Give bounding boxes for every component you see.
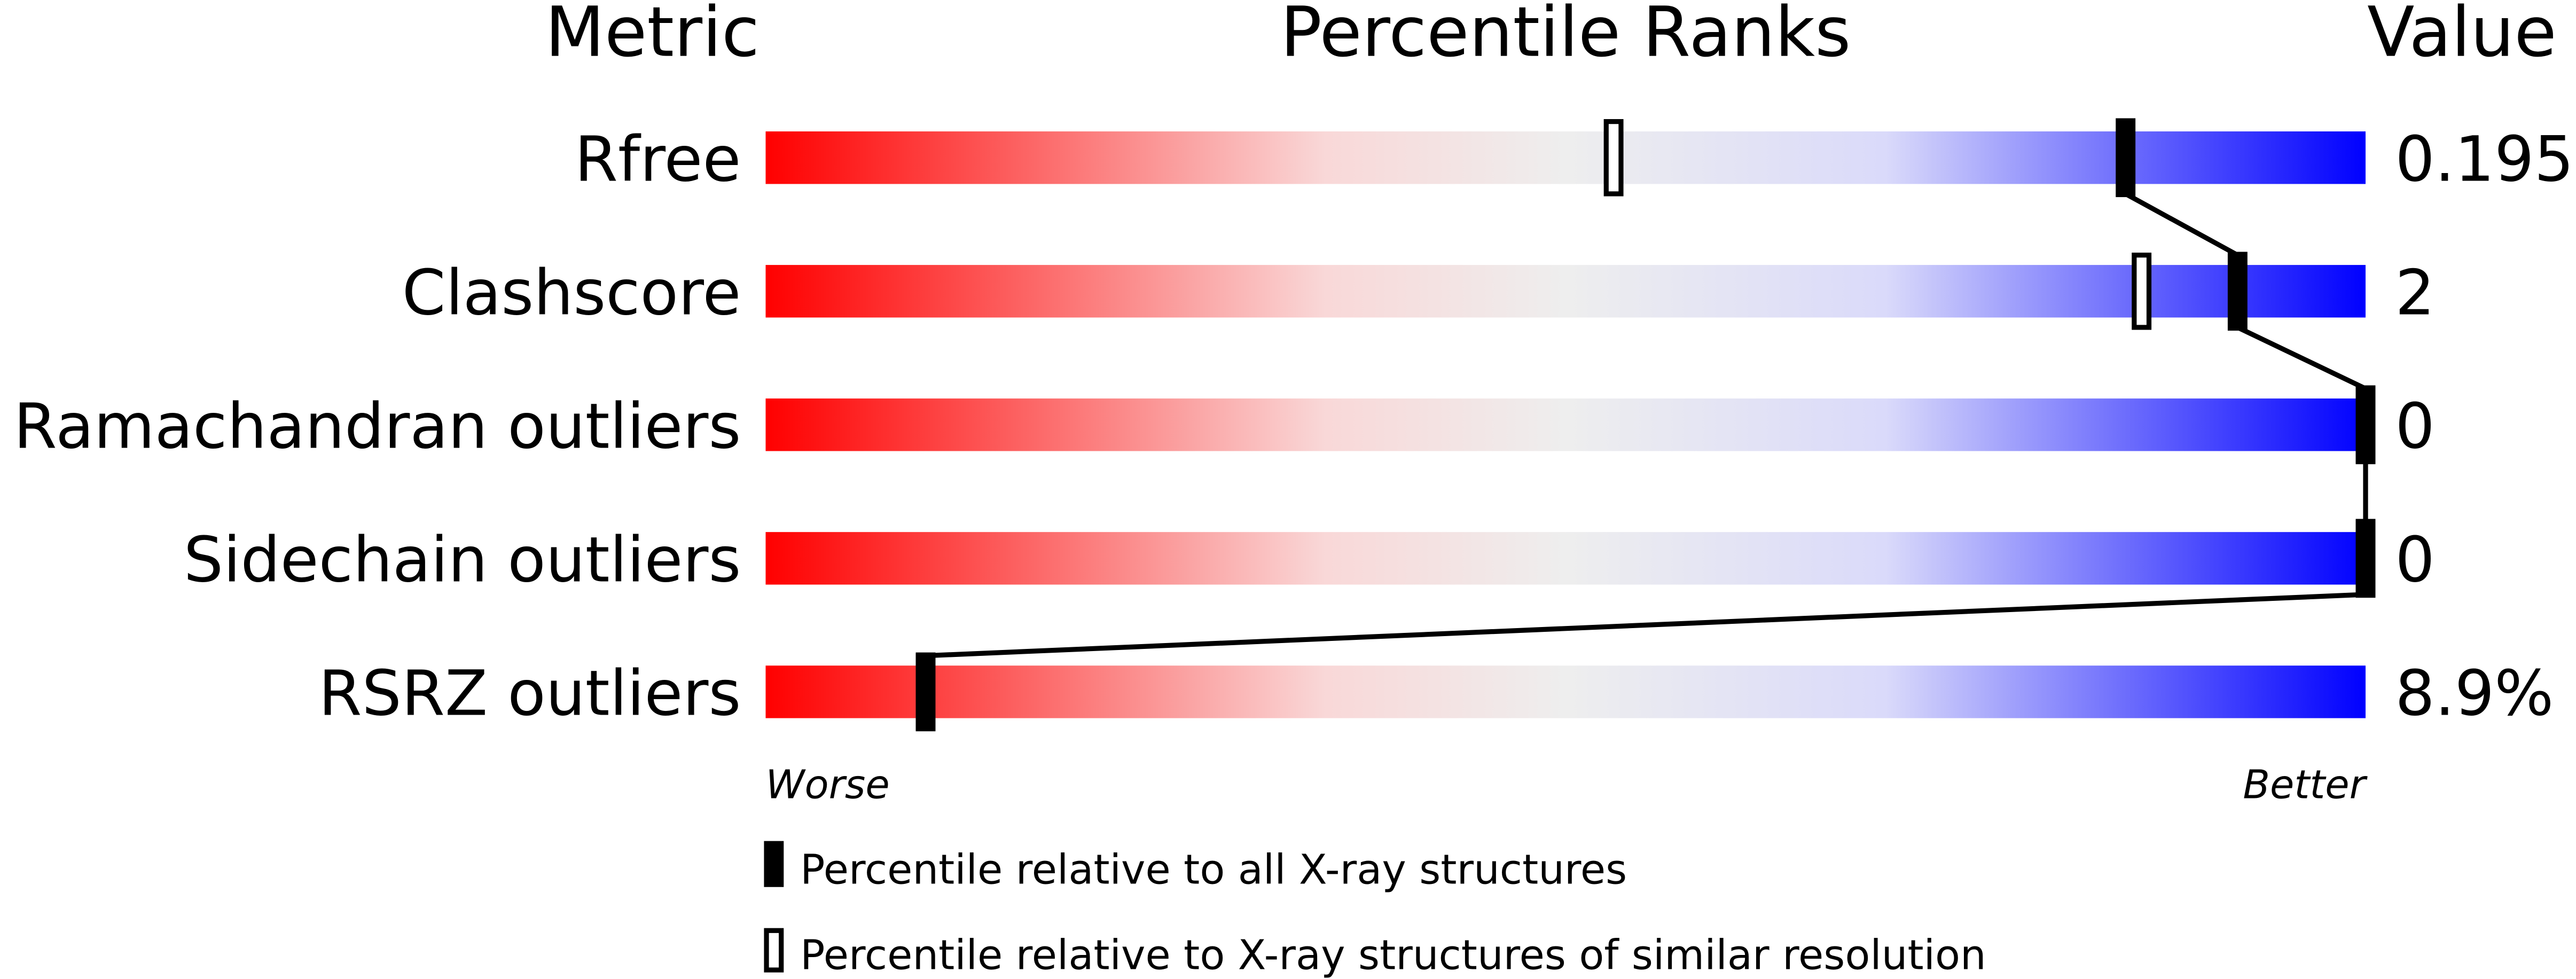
all-marker	[2355, 519, 2376, 598]
metric-label: Rfree	[575, 123, 741, 195]
metric-label: RSRZ outliers	[318, 657, 741, 730]
metric-label: Clashscore	[402, 256, 741, 329]
metric-label: Sidechain outliers	[184, 523, 741, 596]
scale-bar	[765, 665, 2366, 718]
similar-marker	[1603, 119, 1624, 197]
all-marker	[915, 652, 936, 732]
percentile-header: Percentile Ranks	[1280, 0, 1851, 73]
metric-label: Ramachandran outliers	[13, 390, 741, 463]
connector	[925, 592, 2366, 659]
metric-value: 0	[2395, 523, 2434, 596]
metric-header: Metric	[545, 0, 760, 73]
legend-label: Percentile relative to all X-ray structu…	[800, 847, 1627, 894]
all-marker	[2116, 118, 2136, 198]
metric-value: 8.9%	[2395, 657, 2554, 730]
all-marker	[2227, 252, 2248, 331]
worse-label: Worse	[765, 762, 889, 808]
scale-bar	[765, 265, 2366, 318]
metric-value: 2	[2395, 256, 2434, 329]
value-header: Value	[2367, 0, 2557, 73]
better-label: Better	[2243, 762, 2368, 808]
metric-value: 0.195	[2395, 123, 2574, 195]
scale-bar	[765, 131, 2366, 184]
legend-swatch-similar	[764, 928, 784, 973]
similar-marker	[2132, 253, 2152, 330]
connector	[2236, 325, 2367, 391]
legend-swatch-all	[764, 841, 784, 887]
metric-value: 0	[2395, 390, 2434, 463]
legend-label: Percentile relative to X-ray structures …	[800, 932, 1986, 979]
connector	[2124, 191, 2239, 257]
scale-bar	[765, 532, 2366, 585]
scale-bar	[765, 398, 2366, 451]
all-marker	[2355, 385, 2376, 465]
